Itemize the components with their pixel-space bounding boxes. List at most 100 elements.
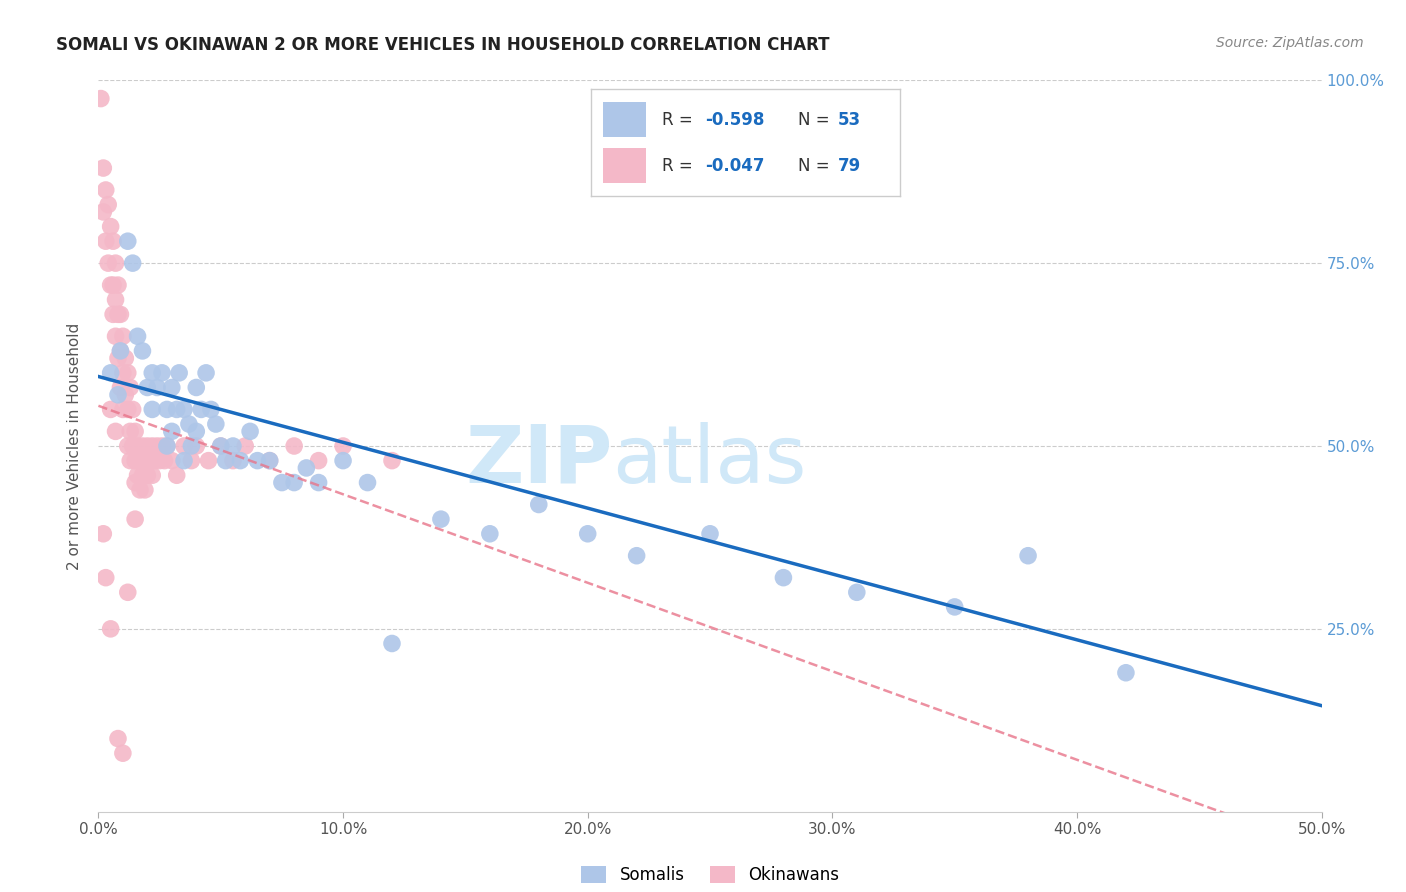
- Point: [107, 278, 129, 293]
- Point: [100, 219, 122, 234]
- Point: [100, 622, 122, 636]
- Point: [101, 234, 124, 248]
- Point: [141, 468, 163, 483]
- Point: [478, 526, 501, 541]
- Point: [94, 234, 117, 248]
- Point: [160, 453, 183, 467]
- Point: [177, 417, 200, 431]
- Point: [127, 329, 149, 343]
- Point: [136, 439, 159, 453]
- Point: [141, 402, 163, 417]
- Point: [110, 343, 132, 358]
- Point: [110, 343, 132, 358]
- FancyBboxPatch shape: [603, 148, 647, 184]
- Point: [141, 439, 163, 453]
- Text: R =: R =: [662, 112, 697, 129]
- Text: R =: R =: [662, 157, 697, 175]
- Point: [167, 366, 190, 380]
- Point: [153, 453, 176, 467]
- Point: [283, 475, 305, 490]
- Point: [180, 453, 202, 467]
- Point: [117, 439, 139, 453]
- Point: [124, 475, 146, 490]
- Point: [229, 453, 252, 467]
- Point: [195, 366, 218, 380]
- Point: [332, 453, 354, 467]
- Text: Source: ZipAtlas.com: Source: ZipAtlas.com: [1216, 36, 1364, 50]
- Point: [845, 585, 868, 599]
- Point: [156, 402, 179, 417]
- Point: [156, 439, 179, 453]
- Point: [91, 161, 114, 175]
- Point: [173, 453, 195, 467]
- Point: [131, 343, 153, 358]
- Point: [111, 329, 134, 343]
- Point: [139, 453, 162, 467]
- Point: [129, 483, 152, 497]
- Point: [150, 439, 173, 453]
- Point: [111, 366, 134, 380]
- Point: [100, 366, 122, 380]
- Point: [772, 571, 794, 585]
- Point: [141, 366, 163, 380]
- Point: [131, 468, 153, 483]
- Point: [111, 746, 134, 760]
- Point: [576, 526, 599, 541]
- Point: [117, 402, 139, 417]
- Point: [209, 439, 232, 453]
- Text: -0.047: -0.047: [704, 157, 765, 175]
- Point: [205, 417, 228, 431]
- Point: [214, 453, 236, 467]
- Point: [107, 351, 129, 366]
- Point: [166, 468, 188, 483]
- Point: [114, 351, 136, 366]
- Point: [101, 307, 124, 321]
- Point: [124, 453, 146, 467]
- Point: [134, 453, 156, 467]
- Point: [104, 293, 127, 307]
- Point: [120, 380, 142, 394]
- Point: [233, 439, 256, 453]
- Point: [295, 461, 318, 475]
- Point: [121, 439, 143, 453]
- Point: [124, 512, 146, 526]
- Point: [190, 402, 212, 417]
- Point: [186, 425, 208, 439]
- Text: N =: N =: [797, 157, 835, 175]
- Point: [173, 402, 195, 417]
- Point: [107, 307, 129, 321]
- Point: [101, 278, 124, 293]
- Point: [146, 439, 169, 453]
- Point: [91, 526, 114, 541]
- Text: N =: N =: [797, 112, 835, 129]
- Point: [136, 380, 159, 394]
- Point: [117, 585, 139, 599]
- Point: [381, 453, 404, 467]
- Y-axis label: 2 or more Vehicles in Household: 2 or more Vehicles in Household: [67, 322, 83, 570]
- Text: ZIP: ZIP: [465, 422, 612, 500]
- Point: [97, 197, 120, 211]
- Point: [143, 453, 166, 467]
- Point: [259, 453, 281, 467]
- Point: [356, 475, 378, 490]
- Point: [308, 475, 330, 490]
- Point: [129, 453, 152, 467]
- Point: [180, 439, 202, 453]
- Point: [134, 483, 156, 497]
- Point: [150, 366, 173, 380]
- Point: [111, 402, 134, 417]
- Point: [124, 425, 146, 439]
- Point: [699, 526, 721, 541]
- Point: [173, 439, 195, 453]
- Legend: Somalis, Okinawans: Somalis, Okinawans: [575, 860, 845, 891]
- Point: [1115, 665, 1137, 680]
- Text: 53: 53: [838, 112, 860, 129]
- Point: [626, 549, 648, 563]
- Point: [156, 439, 179, 453]
- Point: [131, 439, 153, 453]
- Point: [332, 439, 354, 453]
- Point: [121, 256, 143, 270]
- Point: [91, 205, 114, 219]
- Text: SOMALI VS OKINAWAN 2 OR MORE VEHICLES IN HOUSEHOLD CORRELATION CHART: SOMALI VS OKINAWAN 2 OR MORE VEHICLES IN…: [56, 36, 830, 54]
- Point: [94, 571, 117, 585]
